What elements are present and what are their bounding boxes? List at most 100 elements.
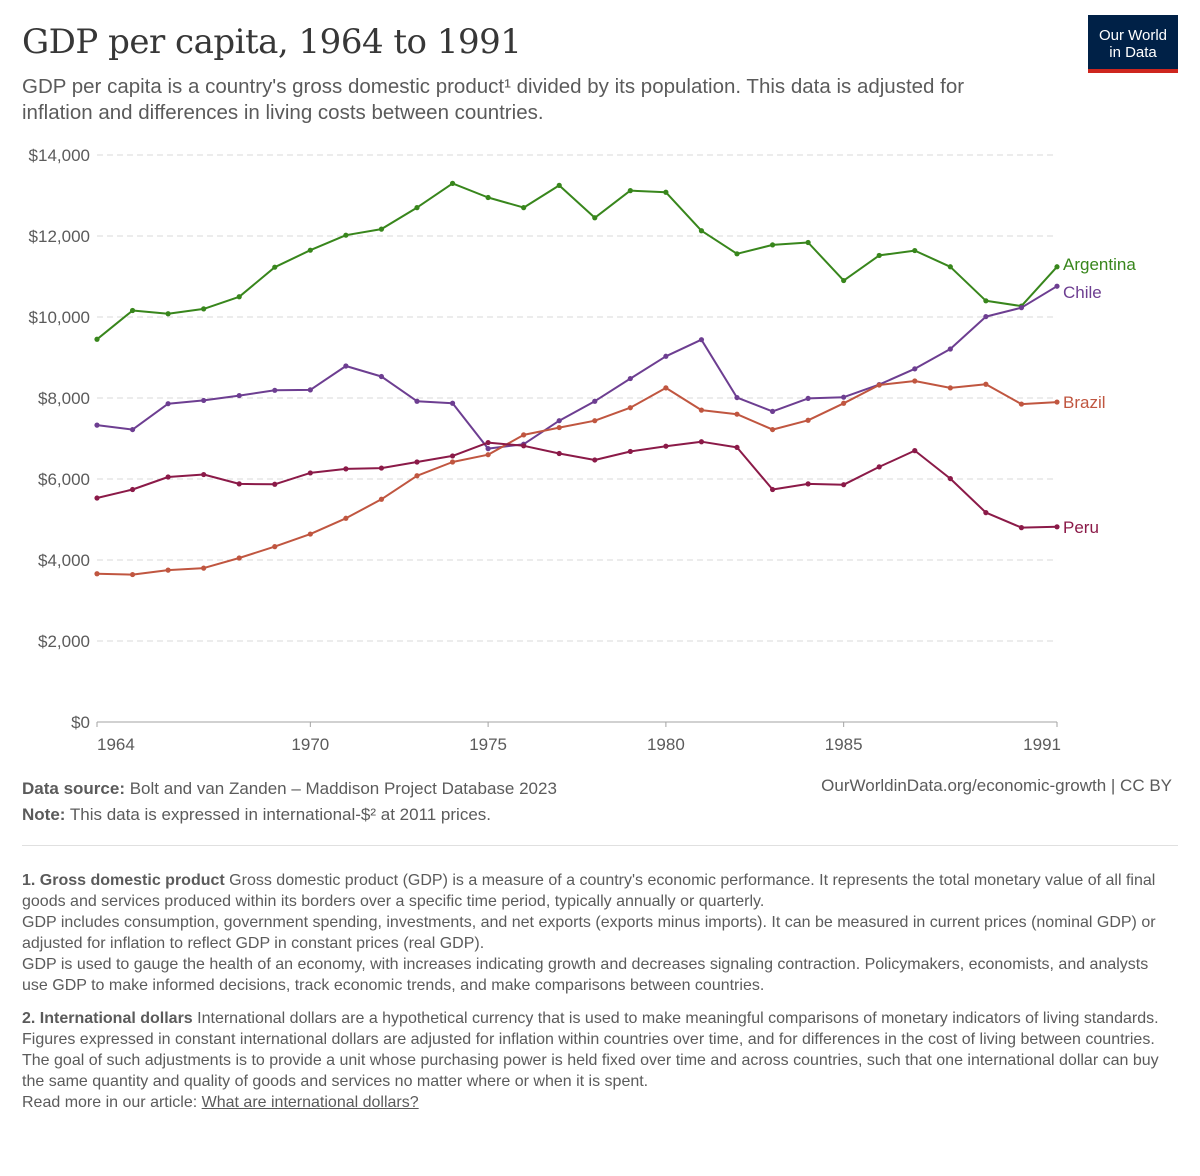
data-point-chile xyxy=(912,366,918,372)
series-line-brazil xyxy=(96,380,1058,576)
data-point-argentina xyxy=(841,277,847,284)
data-point-argentina xyxy=(449,180,456,186)
data-point-brazil xyxy=(201,565,207,571)
footnote-1-p3: GDP is used to gauge the health of an ec… xyxy=(22,956,1149,994)
data-point-brazil xyxy=(983,381,989,387)
data-point-brazil xyxy=(912,378,918,384)
data-point-peru xyxy=(592,457,598,463)
data-point-chile xyxy=(1054,283,1060,289)
note-line: Note: This data is expressed in internat… xyxy=(22,802,557,828)
data-point-chile xyxy=(236,392,242,399)
data-point-peru xyxy=(378,465,385,471)
data-point-argentina xyxy=(201,306,207,312)
data-point-peru xyxy=(912,448,918,454)
data-point-chile xyxy=(983,313,989,320)
data-point-peru xyxy=(876,464,882,470)
data-point-argentina xyxy=(947,264,953,270)
data-point-brazil xyxy=(592,418,598,424)
data-point-brazil xyxy=(627,405,633,411)
data-point-argentina xyxy=(343,232,349,238)
data-point-chile xyxy=(663,353,669,359)
divider xyxy=(22,845,1178,846)
y-tick-label: $12,000 xyxy=(29,227,90,246)
x-tick-label: 1991 xyxy=(1023,735,1061,754)
logo-line-2: in Data xyxy=(1109,44,1157,61)
line-chart: $0 $2,000 $4,000 $6,000 $8,000 $10,000 $12,000… xyxy=(29,146,1137,754)
source-url[interactable]: OurWorldinData.org/economic-growth | CC … xyxy=(821,776,1172,795)
data-point-peru xyxy=(947,475,953,482)
data-point-brazil xyxy=(521,432,527,438)
data-point-brazil xyxy=(414,473,420,479)
data-point-peru xyxy=(841,482,847,488)
data-point-argentina xyxy=(521,205,527,211)
data-point-argentina xyxy=(805,239,811,246)
data-point-peru xyxy=(129,486,136,493)
note-text: This data is expressed in international-… xyxy=(69,805,492,824)
x-tick-label: 1975 xyxy=(469,735,507,754)
data-point-brazil xyxy=(663,385,669,391)
data-point-chile xyxy=(129,426,136,433)
data-point-chile xyxy=(414,398,420,404)
data-point-brazil xyxy=(1018,401,1025,407)
data-point-peru xyxy=(307,470,313,476)
data-point-chile xyxy=(272,387,278,393)
series-line-argentina xyxy=(96,182,1058,341)
logo-line-1: Our World xyxy=(1098,27,1168,44)
y-tick-label: $2,000 xyxy=(38,632,90,651)
data-point-brazil xyxy=(165,567,171,573)
data-point-argentina xyxy=(663,189,669,195)
data-point-brazil xyxy=(698,407,705,413)
read-more-prefix: Read more in our article: xyxy=(22,1094,198,1111)
data-point-peru xyxy=(236,481,242,487)
data-source-text[interactable]: Bolt and van Zanden – Maddison Project D… xyxy=(129,779,557,798)
footnote-2-p2: Figures expressed in constant internatio… xyxy=(22,1031,1155,1048)
data-point-peru xyxy=(165,474,171,480)
chart-subtitle: GDP per capita is a country's gross dome… xyxy=(22,75,965,124)
data-point-chile xyxy=(201,397,207,404)
data-point-chile xyxy=(947,346,953,352)
data-point-brazil xyxy=(769,426,776,433)
data-point-argentina xyxy=(485,194,491,201)
data-source-line: Data source: Bolt and van Zanden – Maddi… xyxy=(22,776,557,802)
data-point-brazil xyxy=(1054,399,1060,405)
data-point-peru xyxy=(449,453,456,459)
data-point-argentina xyxy=(592,215,598,221)
y-tick-label: $0 xyxy=(71,713,90,732)
data-point-argentina xyxy=(272,264,278,270)
data-point-chile xyxy=(343,363,349,369)
y-tick-label: $6,000 xyxy=(38,470,90,489)
data-point-chile xyxy=(841,394,847,400)
data-point-chile xyxy=(592,398,598,404)
data-point-argentina xyxy=(627,188,633,194)
data-point-brazil xyxy=(129,571,136,578)
data-point-chile xyxy=(769,408,776,414)
footnote-1-title: 1. Gross domestic product xyxy=(22,872,225,889)
data-point-chile xyxy=(485,446,491,452)
data-point-argentina xyxy=(769,242,776,248)
data-point-chile xyxy=(378,373,385,380)
data-point-chile xyxy=(556,418,562,424)
data-point-argentina xyxy=(1054,264,1060,270)
footnote-2-title: 2. International dollars xyxy=(22,1010,193,1027)
data-point-chile xyxy=(165,401,171,407)
data-point-peru xyxy=(698,439,705,445)
footnote-2-p3: The goal of such adjustments is to provi… xyxy=(22,1052,1159,1090)
data-point-chile xyxy=(94,422,100,428)
data-point-brazil xyxy=(449,459,456,465)
chart-footer-left: Data source: Bolt and van Zanden – Maddi… xyxy=(22,776,557,828)
data-point-brazil xyxy=(272,544,278,550)
data-point-argentina xyxy=(378,226,385,232)
data-point-peru xyxy=(556,450,562,457)
data-point-chile xyxy=(307,387,313,393)
owid-logo[interactable]: Our World in Data xyxy=(1088,15,1178,73)
data-point-argentina xyxy=(698,228,705,234)
footnotes: 1. Gross domestic product Gross domestic… xyxy=(22,870,1172,1125)
read-more-link[interactable]: What are international dollars? xyxy=(201,1094,419,1111)
data-point-brazil xyxy=(556,424,562,431)
series-line-peru xyxy=(96,440,1058,529)
data-point-peru xyxy=(343,466,349,472)
x-tick-label: 1970 xyxy=(291,735,329,754)
data-point-argentina xyxy=(876,252,882,259)
data-point-peru xyxy=(734,444,740,451)
series-label-peru: Peru xyxy=(1063,518,1099,537)
